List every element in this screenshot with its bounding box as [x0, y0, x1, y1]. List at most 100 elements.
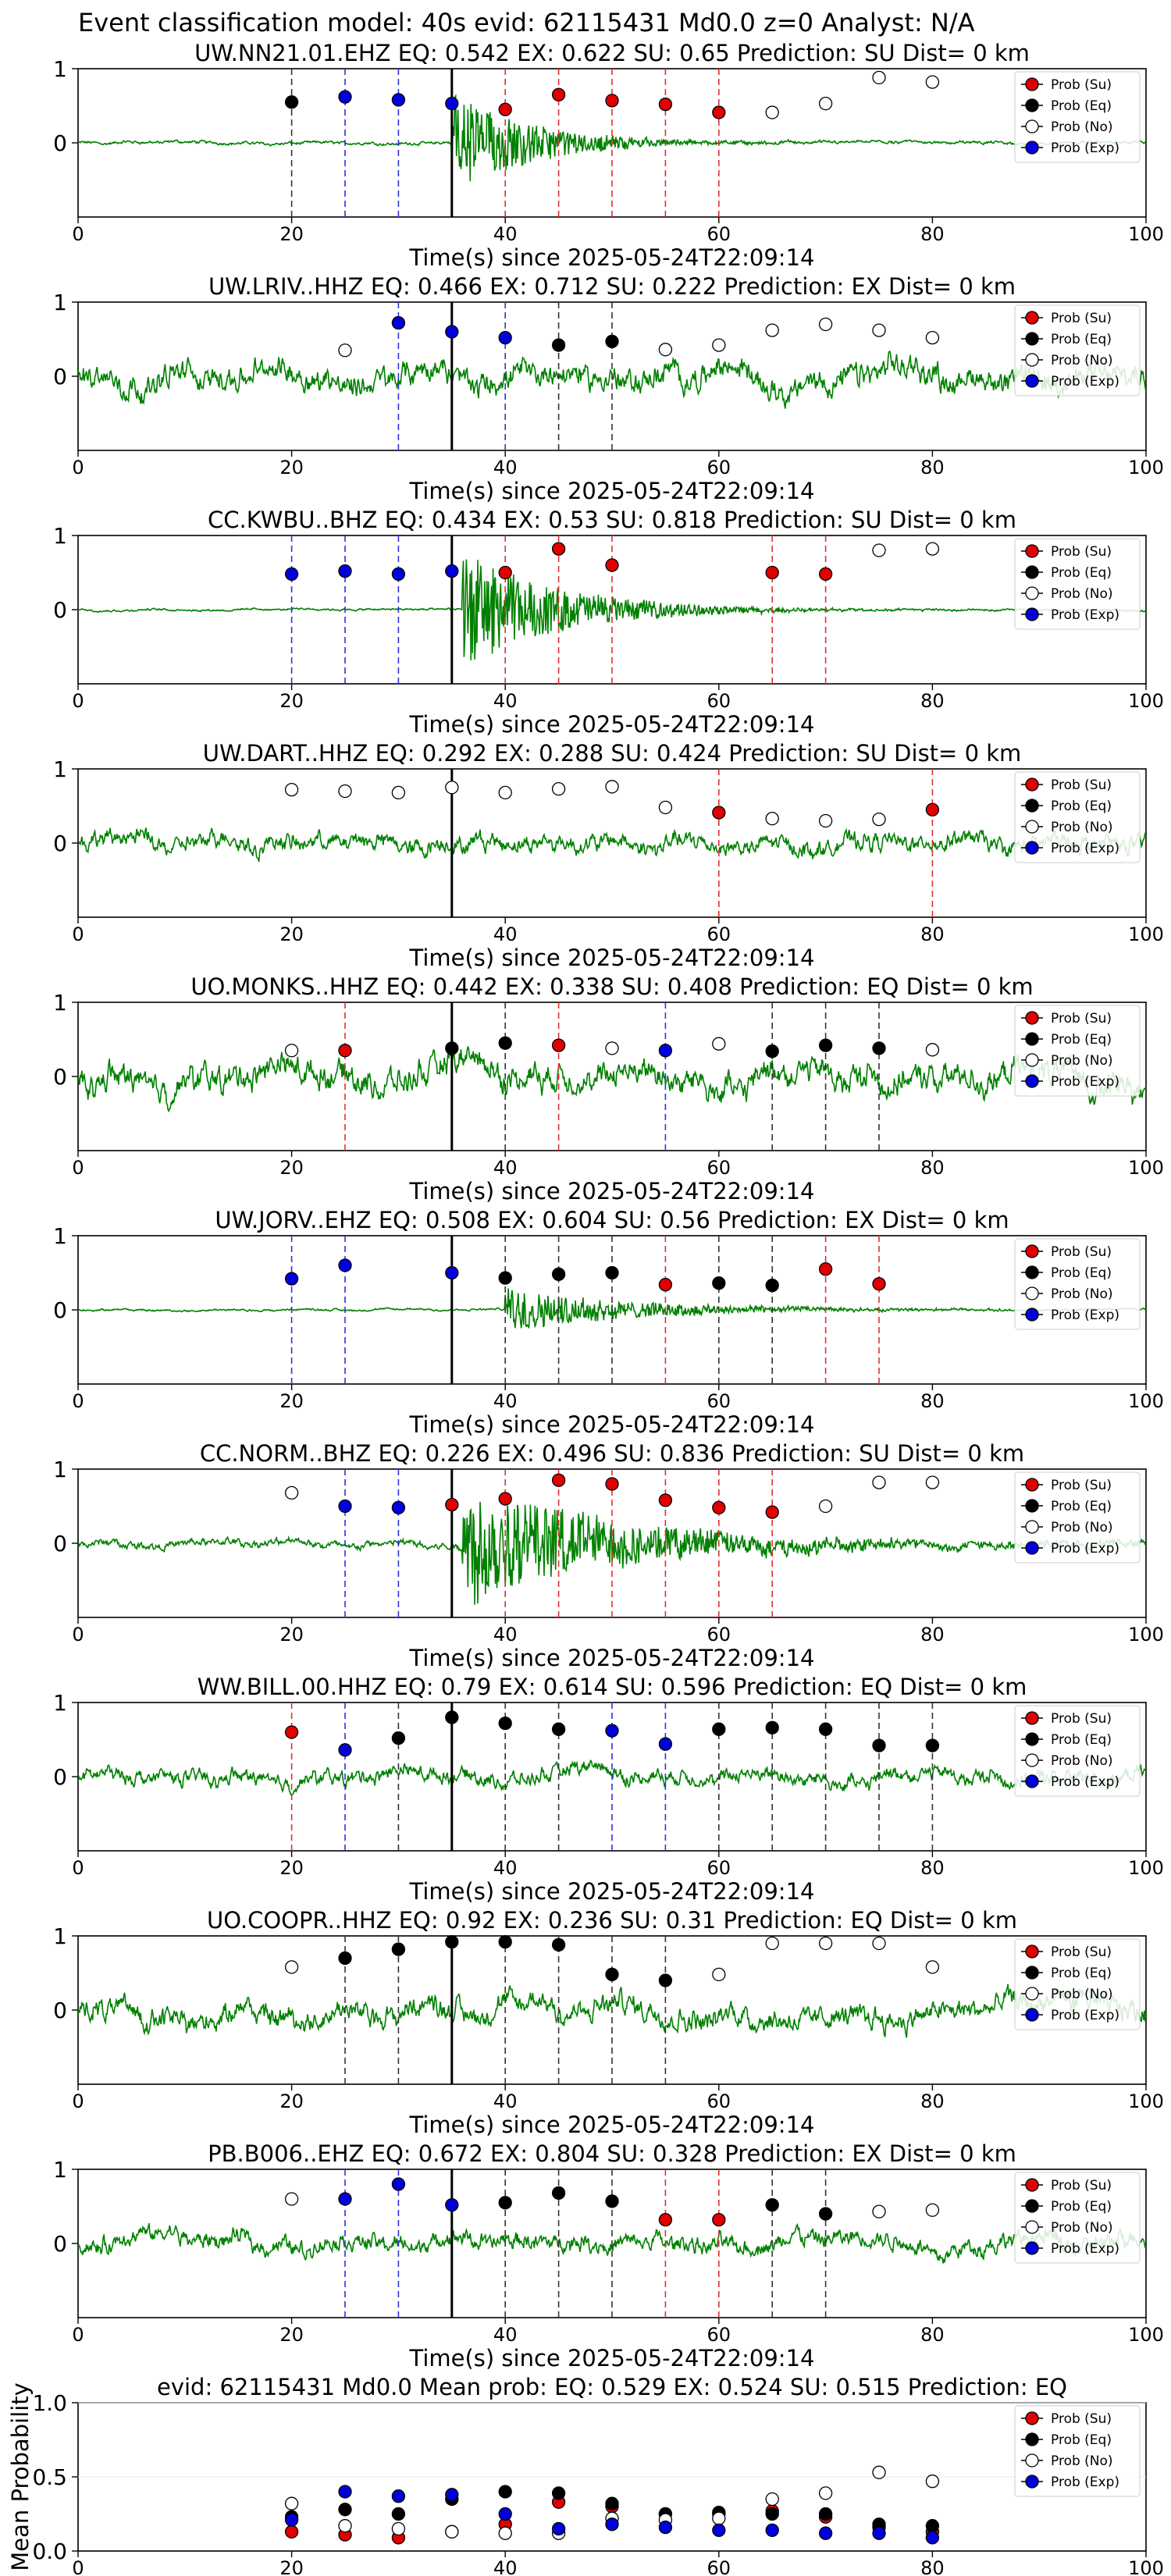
x-tick-label: 40: [493, 2557, 518, 2576]
prob-point-eq: [765, 1044, 779, 1059]
axes-frame: [77, 768, 1147, 918]
panel-title: UW.JORV..EHZ EQ: 0.508 EX: 0.604 SU: 0.5…: [215, 1207, 1009, 1233]
legend-marker-exp: [1025, 841, 1039, 855]
prob-point-no: [872, 543, 886, 557]
mean-point-no: [445, 2524, 459, 2539]
legend-marker-no: [1025, 586, 1039, 600]
prob-point-exp: [338, 564, 352, 578]
legend-marker-no: [1025, 1520, 1039, 1534]
prob-point-eq: [551, 1722, 566, 1736]
mean-point-no: [712, 2511, 726, 2525]
prob-point-su: [658, 97, 673, 112]
legend-label: Prob (No): [1051, 119, 1113, 135]
legend-label: Prob (Eq): [1051, 332, 1112, 347]
prob-point-no: [925, 542, 940, 556]
x-tick-label: 20: [279, 223, 304, 245]
y-tick-label: 1: [53, 1923, 67, 1949]
legend-box: [1014, 771, 1141, 863]
legend-label: Prob (Eq): [1051, 1732, 1112, 1748]
prob-point-no: [925, 1960, 940, 1974]
prob-point-exp: [391, 2177, 406, 2191]
prob-point-no: [765, 1936, 779, 1951]
waveform-trace: [78, 94, 1146, 182]
mean-point-exp: [658, 2520, 673, 2535]
prob-point-eq: [765, 2197, 779, 2212]
prob-point-su: [551, 87, 566, 101]
prob-point-su: [712, 2212, 726, 2227]
prob-point-no: [712, 1037, 726, 1051]
prob-point-eq: [872, 1738, 886, 1752]
legend-marker-no: [1025, 820, 1039, 834]
legend-marker-exp: [1025, 2475, 1039, 2489]
legend-box: [1014, 71, 1141, 163]
legend-box: [1014, 304, 1141, 397]
prob-point-eq: [498, 1716, 512, 1731]
legend-label: Prob (Eq): [1051, 98, 1112, 114]
legend-marker-exp: [1025, 141, 1039, 155]
legend-label: Prob (Exp): [1051, 2475, 1119, 2490]
prob-point-exp: [338, 1258, 352, 1272]
mean-point-eq: [818, 2507, 833, 2521]
x-tick-label: 60: [707, 690, 731, 712]
x-tick-label: 40: [493, 457, 518, 479]
x-tick-label: 0: [72, 223, 84, 245]
panel-title: WW.BILL.00.HHZ EQ: 0.79 EX: 0.614 SU: 0.…: [198, 1674, 1027, 1700]
x-tick-label: 100: [1128, 2324, 1164, 2346]
x-tick-label: 0: [72, 1624, 84, 1646]
legend-label: Prob (Su): [1051, 2178, 1112, 2194]
legend-marker-no: [1025, 1987, 1039, 2001]
prob-point-exp: [445, 325, 459, 339]
legend-label: Prob (Su): [1051, 1478, 1112, 1493]
x-tick-label: 40: [493, 1390, 518, 1412]
prob-point-no: [391, 785, 406, 800]
x-tick-label: 80: [920, 2557, 945, 2576]
x-tick-label: 20: [279, 1157, 304, 1179]
legend-label: Prob (Eq): [1051, 1265, 1112, 1281]
mean-point-exp: [872, 2526, 886, 2540]
prob-point-su: [658, 1278, 673, 1292]
x-axis-label: Time(s) since 2025-05-24T22:09:14: [409, 1411, 815, 1438]
prob-point-su: [605, 1477, 619, 1491]
legend-label: Prob (No): [1051, 2220, 1113, 2236]
x-tick-label: 40: [493, 923, 518, 945]
x-tick-label: 20: [279, 1390, 304, 1412]
mean-point-exp: [391, 2489, 406, 2503]
legend-label: Prob (Eq): [1051, 1032, 1112, 1048]
x-tick-label: 20: [279, 923, 304, 945]
x-tick-label: 80: [920, 1390, 945, 1412]
legend-marker-no: [1025, 1753, 1039, 1767]
legend-box: [1014, 1705, 1141, 1797]
mean-point-su: [284, 2524, 299, 2539]
x-axis-label: Time(s) since 2025-05-24T22:09:14: [409, 945, 815, 971]
legend-marker-su: [1025, 2411, 1039, 2425]
legend-marker-no: [1025, 2453, 1039, 2467]
legend-marker-no: [1025, 1053, 1039, 1067]
y-tick-label: 0: [53, 1531, 67, 1557]
prob-point-no: [925, 1043, 940, 1057]
legend-marker-exp: [1025, 2008, 1039, 2022]
prob-point-eq: [498, 2196, 512, 2210]
prob-point-no: [765, 812, 779, 826]
prob-point-exp: [498, 330, 512, 345]
x-tick-label: 60: [707, 457, 731, 479]
prob-point-no: [551, 782, 566, 796]
x-tick-label: 40: [493, 690, 518, 712]
legend-marker-no: [1025, 1286, 1039, 1300]
prob-point-eq: [551, 2186, 566, 2201]
legend-label: Prob (Exp): [1051, 2241, 1119, 2257]
prob-point-eq: [338, 1951, 352, 1966]
mean-point-no: [284, 2496, 299, 2510]
x-tick-label: 40: [493, 2324, 518, 2346]
x-tick-label: 20: [279, 457, 304, 479]
prob-point-eq: [818, 2207, 833, 2221]
panel-title: evid: 62115431 Md0.0 Mean prob: EQ: 0.52…: [157, 2374, 1067, 2400]
y-tick-label: 1: [53, 523, 67, 549]
panel-6: UW.JORV..EHZ EQ: 0.508 EX: 0.604 SU: 0.5…: [53, 1207, 1164, 1438]
legend-marker-su: [1025, 777, 1039, 792]
x-axis-label: Time(s) since 2025-05-24T22:09:14: [409, 478, 815, 504]
prob-point-no: [925, 1475, 940, 1489]
mean-point-no: [818, 2486, 833, 2500]
prob-point-no: [818, 96, 833, 111]
prob-point-su: [658, 1493, 673, 1507]
